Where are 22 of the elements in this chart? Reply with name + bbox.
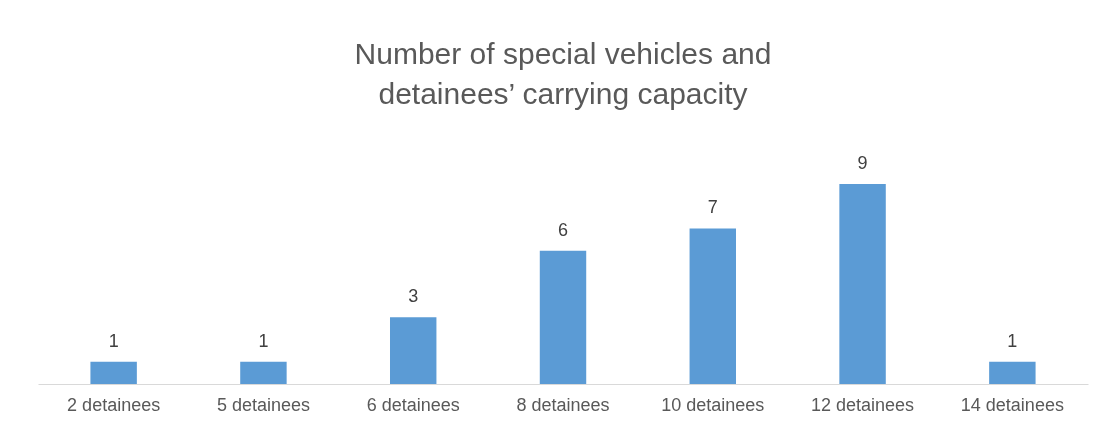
- bar: [989, 361, 1036, 384]
- x-tick-label: 8 detainees: [516, 394, 610, 415]
- data-label: 1: [108, 330, 119, 351]
- chart-title: Number of special vehicles and detainees’ carrying capacity: [354, 37, 772, 110]
- bar: [390, 317, 437, 384]
- x-tick-label: 2 detainees: [67, 394, 161, 415]
- bar: [240, 361, 287, 384]
- x-tick-label: 10 detainees: [661, 394, 765, 415]
- data-label: 1: [1007, 330, 1018, 351]
- x-tick-label: 12 detainees: [811, 394, 915, 415]
- bar: [90, 361, 137, 384]
- x-tick-label: 14 detainees: [960, 394, 1064, 415]
- x-tick-label: 5 detainees: [216, 394, 310, 415]
- bar: [839, 184, 886, 384]
- bar: [539, 250, 587, 384]
- data-label: 9: [857, 153, 868, 173]
- data-label: 3: [408, 286, 419, 307]
- data-label: 1: [258, 330, 269, 351]
- x-tick-label: 6 detainees: [366, 394, 460, 415]
- data-label: 6: [557, 219, 569, 240]
- data-label: 7: [707, 197, 718, 218]
- bar: [689, 228, 736, 384]
